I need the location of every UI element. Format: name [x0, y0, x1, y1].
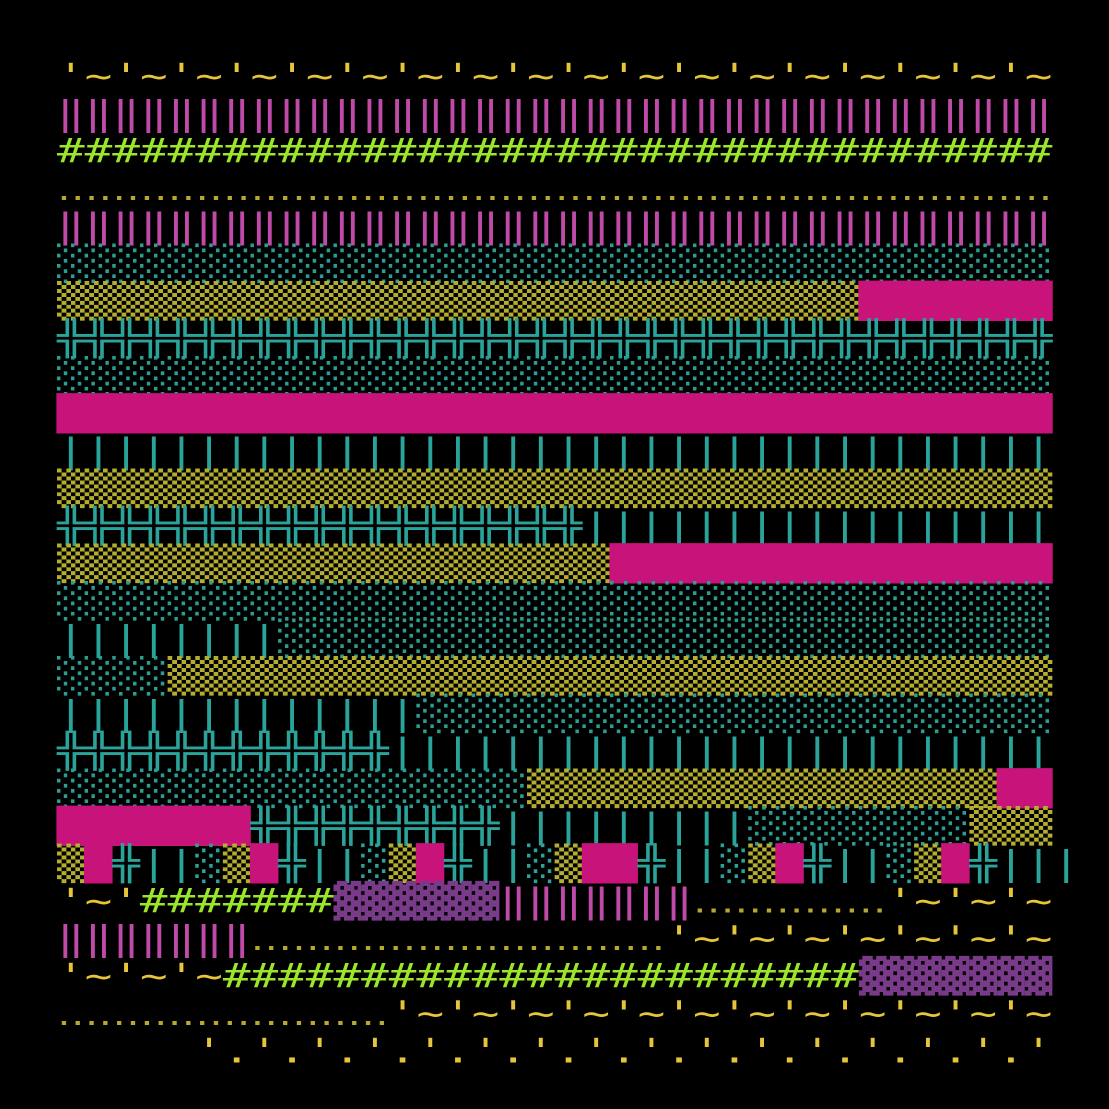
glyph-run: ▒ — [57, 843, 85, 884]
glyph-run: ╬╬╬╬╬╬╬╬╬╬╬╬╬╬╬╬╬╬╬╬╬╬╬╬╬╬╬╬╬╬╬╬╬╬╬╬ — [56, 318, 1053, 359]
glyph-run: ‥‥‥‥‥‥‥‥‥‥‥‥‥‥‥ — [251, 919, 666, 959]
glyph-run: ▒ — [555, 843, 583, 884]
glyph-run: '~' — [57, 882, 140, 922]
glyph-run: ▒▒▒▒▒▒▒▒▒▒▒▒▒▒▒▒▒▒▒▒▒▒▒▒▒▒▒▒▒▒▒▒▒▒▒▒ — [57, 468, 1053, 509]
glyph-run: ####################### — [223, 957, 860, 997]
glyph-run: ||||||||||||||||| — [582, 507, 1052, 547]
glyph-run: ░░░░░░░░░░░░░░░░░░░░░░░░░░░░░░░░░░░░ — [57, 243, 1052, 284]
glyph-run: ‖‖‖‖‖‖‖‖‖‖‖‖‖‖‖‖‖‖‖‖‖‖‖‖‖‖‖‖‖‖‖‖‖‖‖‖ — [57, 94, 1052, 134]
glyph-run: █ — [775, 843, 805, 884]
glyph-run: ░░░░░░░░░░░░░░░░░░░░░░░░░░░░░░░░░░░░ — [57, 581, 1052, 622]
glyph-run: '~'~'~'~'~'~'~ — [665, 919, 1052, 959]
glyph-run: |||||||| — [57, 619, 278, 659]
glyph-run: ╬||░ — [277, 843, 389, 884]
glyph-run: ░░░░ — [57, 656, 168, 697]
glyph-run: ▒ — [223, 843, 251, 884]
glyph-run: ▒▒▒▒▒▒▒▒▒▒▒▒▒▒▒▒▒▒▒▒ — [57, 543, 611, 584]
glyph-run: ▒▒▒▒▒▒▒▒▒▒▒▒▒▒▒▒▒▒▒▒▒▒▒▒▒▒▒▒▒ — [57, 281, 860, 322]
glyph-run: ╬╬╬╬╬╬╬╬╬╬╬╬ — [56, 731, 390, 772]
glyph-run: █ — [249, 843, 279, 884]
glyph-run: ▓▓▓▓▓▓ — [334, 881, 501, 922]
glyph-run: '~'~'~ — [57, 957, 223, 997]
glyph-run: #################################### — [57, 132, 1053, 172]
glyph-run: ████████████████ — [609, 543, 1053, 584]
glyph-run: ‥‥‥‥‥‥‥‥‥‥‥‥‥‥‥‥‥‥‥‥‥‥‥‥‥‥‥‥‥‥‥‥‥‥‥‥ — [57, 169, 1052, 209]
glyph-run: ▒▒▒▒▒▒▒▒▒▒▒▒▒▒▒▒▒ — [527, 768, 998, 809]
glyph-run: |||||||||||||||||||||||||||||||||||| — [57, 432, 1052, 472]
glyph-run: ╬╬╬╬╬╬╬╬╬ — [249, 806, 500, 847]
glyph-run: ██ — [996, 768, 1053, 809]
glyph-run: ▒▒▒▒▒▒▒▒▒▒▒▒▒▒▒▒▒▒▒▒▒▒▒▒▒▒▒▒▒▒▒▒ — [168, 656, 1054, 697]
glyph-run: ╬||░ — [111, 843, 223, 884]
glyph-run: |||||||||||||||||||||||| — [389, 732, 1053, 772]
glyph-run: ░░░░░░░░ — [748, 806, 969, 847]
glyph-run: ╬╬╬╬╬╬╬╬╬╬╬╬╬╬╬╬╬╬╬ — [56, 506, 583, 547]
glyph-run: ███████ — [56, 806, 252, 847]
glyph-run: ‥‥‥‥‥‥‥ — [693, 882, 887, 922]
glyph-run: ███████ — [857, 281, 1053, 322]
glyph-run: ‖‖‖‖‖‖‖ — [57, 919, 251, 959]
glyph-run: ▓▓▓▓▓▓▓ — [859, 956, 1053, 997]
glyph-run: ████████████████████████████████████ — [56, 393, 1053, 434]
glyph-run: █ — [415, 843, 445, 884]
glyph-run: '.'.'.'.'.'.'.'.'.'.'.'.'.'.'.' — [57, 1032, 1052, 1072]
glyph-run: ▒ — [748, 843, 776, 884]
glyph-run: ░░░░░░░░░░░░░░░░░░░░░░░░░░░░ — [278, 618, 1052, 659]
glyph-run: ░░░░░░░░░░░░░░░░░ — [57, 768, 527, 809]
glyph-run: ||||||||| — [499, 807, 748, 847]
glyph-run: '~'~'~'~'~'~'~'~'~'~'~'~'~'~'~'~'~'~ — [57, 57, 1052, 97]
glyph-run: '~'~'~ — [887, 882, 1053, 922]
glyph-run: ╬||░ — [802, 843, 914, 884]
glyph-run: ╬||░ — [636, 843, 748, 884]
glyph-run: ╬||| — [968, 843, 1080, 884]
glyph-run: █ — [940, 843, 970, 884]
glyph-run: ╬||░ — [443, 843, 555, 884]
glyph-run: ‖‖‖‖‖‖‖‖‖‖‖‖‖‖‖‖‖‖‖‖‖‖‖‖‖‖‖‖‖‖‖‖‖‖‖‖ — [57, 207, 1052, 247]
glyph-run: ░░░░░░░░░░░░░░░░░░░░░░░ — [416, 693, 1052, 734]
glyph-run: ░░░░░░░░░░░░░░░░░░░░░░░░░░░░░░░░░░░░ — [57, 356, 1052, 397]
glyph-run: ▒ — [389, 843, 417, 884]
glyph-run: ‥‥‥‥‥‥‥‥‥‥‥‥ — [57, 994, 389, 1034]
glyph-run: '~'~'~'~'~'~'~'~'~'~'~'~ — [389, 994, 1053, 1034]
glyph-run: ▒ — [914, 843, 942, 884]
glyph-run: ####### — [140, 882, 334, 922]
glyph-run: ‖‖‖‖‖‖‖ — [499, 882, 693, 922]
glyph-run: ▒▒▒ — [969, 806, 1053, 847]
glyph-run: ||||||||||||| — [57, 694, 416, 734]
glyph-run: █ — [83, 843, 113, 884]
glyph-run: ██ — [581, 843, 638, 884]
